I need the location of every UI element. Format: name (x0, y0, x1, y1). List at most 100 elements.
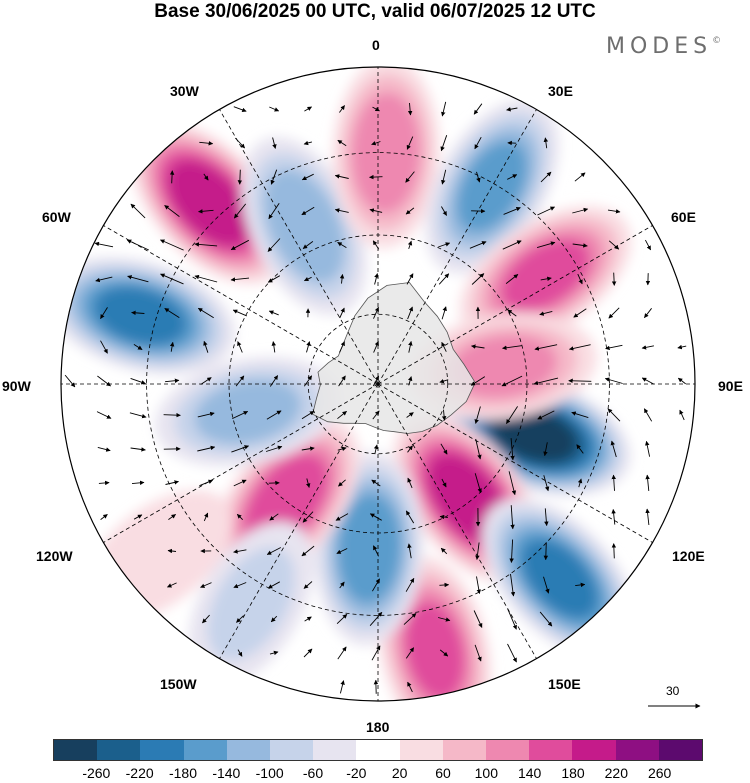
wind-vector (608, 307, 620, 319)
wind-vector (537, 410, 555, 420)
wind-vector (533, 377, 559, 386)
wind-vector (405, 207, 415, 215)
wind-vector (645, 474, 650, 491)
wind-vector (441, 306, 447, 320)
wind-vector (407, 445, 413, 453)
wind-vector (438, 273, 450, 285)
colorbar-tick-9: 100 (474, 765, 499, 781)
wind-vector (202, 614, 210, 624)
wind-vector (543, 137, 549, 149)
wind-vector (235, 375, 245, 387)
wind-vector (407, 681, 413, 693)
wind-vector (266, 547, 282, 555)
colorbar-swatch-6 (313, 740, 357, 760)
wind-vector (607, 408, 621, 422)
wind-vector (405, 510, 415, 524)
wind-vector (641, 345, 654, 350)
wind-vector (577, 478, 583, 488)
wind-vector (568, 378, 592, 384)
wind-vector (337, 139, 347, 147)
colorbar (53, 739, 703, 761)
wind-vector (677, 377, 686, 385)
wind-vector (98, 480, 110, 486)
latitude-circle-0 (307, 313, 449, 455)
wind-vector (575, 582, 586, 588)
logo-text: MODES (606, 34, 713, 59)
wind-vector (194, 274, 218, 283)
wind-vector (441, 206, 447, 216)
wind-vector (272, 137, 277, 149)
colorbar-tick-2: -180 (168, 765, 198, 781)
wind-vector (543, 475, 550, 492)
wind-vector (131, 310, 145, 316)
wind-vector (167, 548, 177, 554)
wind-vector (476, 576, 482, 595)
wind-vector (406, 273, 414, 285)
colorbar-swatch-9 (442, 740, 487, 760)
colorbar-swatch-12 (572, 740, 616, 760)
label-180: 180 (366, 719, 390, 735)
meridian-line-30 (377, 109, 537, 385)
wind-vector (304, 616, 312, 622)
wind-vector (607, 209, 621, 214)
wind-vector (334, 174, 349, 179)
anomaly-contour-a10-100 (264, 169, 345, 283)
wind-vector (475, 542, 480, 560)
wind-vector (369, 174, 383, 180)
meridian-line-300 (103, 225, 379, 385)
wind-vector (439, 582, 450, 588)
wind-vector (372, 410, 380, 420)
wind-vector (337, 410, 347, 420)
wind-vector (197, 411, 215, 418)
wind-vector (164, 308, 180, 318)
wind-vector (439, 514, 448, 520)
anomaly-contour-a1-260 (492, 407, 577, 463)
wind-vector (510, 438, 515, 461)
colorbar-tick-8: 60 (435, 765, 451, 781)
wind-vector (604, 377, 623, 384)
colorbar-ticks: -260 -220 -180 -140 -100 -60 -20 20 60 100 140 180 2… (0, 765, 750, 783)
wind-vector (508, 471, 517, 496)
anomaly-contour-a3-180 (522, 539, 598, 618)
wind-vector (573, 308, 587, 318)
anomaly-contour-a12-140 (457, 141, 528, 232)
wind-vector (303, 581, 313, 589)
wind-vector (407, 376, 413, 386)
wind-vector (407, 102, 413, 116)
wind-vector (97, 446, 111, 452)
colorbar-swatch-10 (486, 740, 530, 760)
wind-vector (372, 375, 380, 387)
wind-vector (679, 409, 685, 421)
colorbar-swatch-7 (356, 740, 400, 760)
wind-vector (237, 341, 243, 353)
wind-vector (335, 513, 349, 521)
wind-vector (643, 408, 653, 422)
label-30e: 30E (548, 83, 573, 99)
wind-vector (233, 549, 247, 554)
wind-vector (194, 242, 218, 247)
wind-vector (645, 239, 651, 251)
wind-vector (608, 240, 620, 250)
wind-vector (200, 377, 212, 385)
wind-vector (539, 611, 553, 627)
wind-vector (441, 101, 447, 117)
wind-vector (339, 581, 345, 589)
wind-vector (336, 613, 348, 625)
wind-vector (470, 376, 486, 386)
wind-vector (301, 410, 315, 420)
modes-logo: MODES© (606, 34, 721, 59)
wind-vector (577, 273, 583, 285)
wind-vector (306, 341, 311, 353)
wind-vector (265, 445, 283, 452)
wind-vector (574, 172, 586, 182)
wind-vector (440, 547, 448, 555)
colorbar-tick-0: -260 (82, 765, 111, 781)
wind-vector (437, 617, 451, 622)
wind-vector (503, 207, 521, 215)
wind-vector (166, 582, 177, 588)
wind-vector (568, 344, 591, 351)
wind-vector (539, 310, 553, 316)
wind-vector (374, 273, 379, 285)
wind-vector (645, 440, 651, 457)
